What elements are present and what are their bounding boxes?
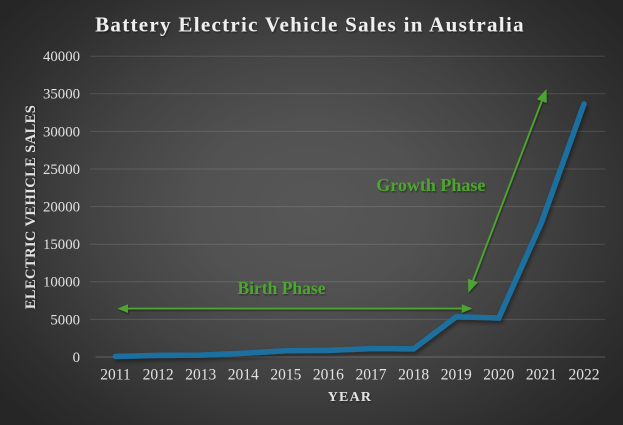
svg-text:35000: 35000 (43, 87, 80, 103)
svg-text:Battery Electric Vehicle Sales: Battery Electric Vehicle Sales in Austra… (95, 13, 525, 37)
svg-text:ELECTRIC VEHICLE SALES: ELECTRIC VEHICLE SALES (23, 105, 39, 309)
svg-text:2016: 2016 (313, 367, 344, 384)
svg-text:25000: 25000 (43, 162, 80, 178)
svg-text:2015: 2015 (270, 367, 301, 384)
svg-text:20000: 20000 (43, 200, 80, 216)
svg-text:2020: 2020 (483, 367, 514, 384)
svg-text:2022: 2022 (569, 367, 600, 384)
svg-text:30000: 30000 (43, 124, 80, 140)
svg-text:5000: 5000 (50, 312, 80, 328)
svg-text:40000: 40000 (43, 49, 80, 65)
svg-text:2011: 2011 (100, 367, 130, 384)
svg-text:15000: 15000 (43, 237, 80, 253)
svg-text:YEAR: YEAR (328, 390, 372, 405)
svg-text:2012: 2012 (143, 367, 174, 384)
svg-text:Growth Phase: Growth Phase (376, 175, 485, 195)
svg-text:2013: 2013 (185, 367, 216, 384)
svg-text:Birth Phase: Birth Phase (238, 278, 326, 298)
svg-text:2017: 2017 (356, 367, 387, 384)
svg-text:10000: 10000 (43, 275, 80, 291)
svg-text:0: 0 (73, 350, 80, 366)
svg-text:2018: 2018 (398, 367, 429, 384)
svg-text:2021: 2021 (526, 367, 557, 384)
svg-text:2019: 2019 (441, 367, 472, 384)
svg-text:2014: 2014 (228, 367, 259, 384)
